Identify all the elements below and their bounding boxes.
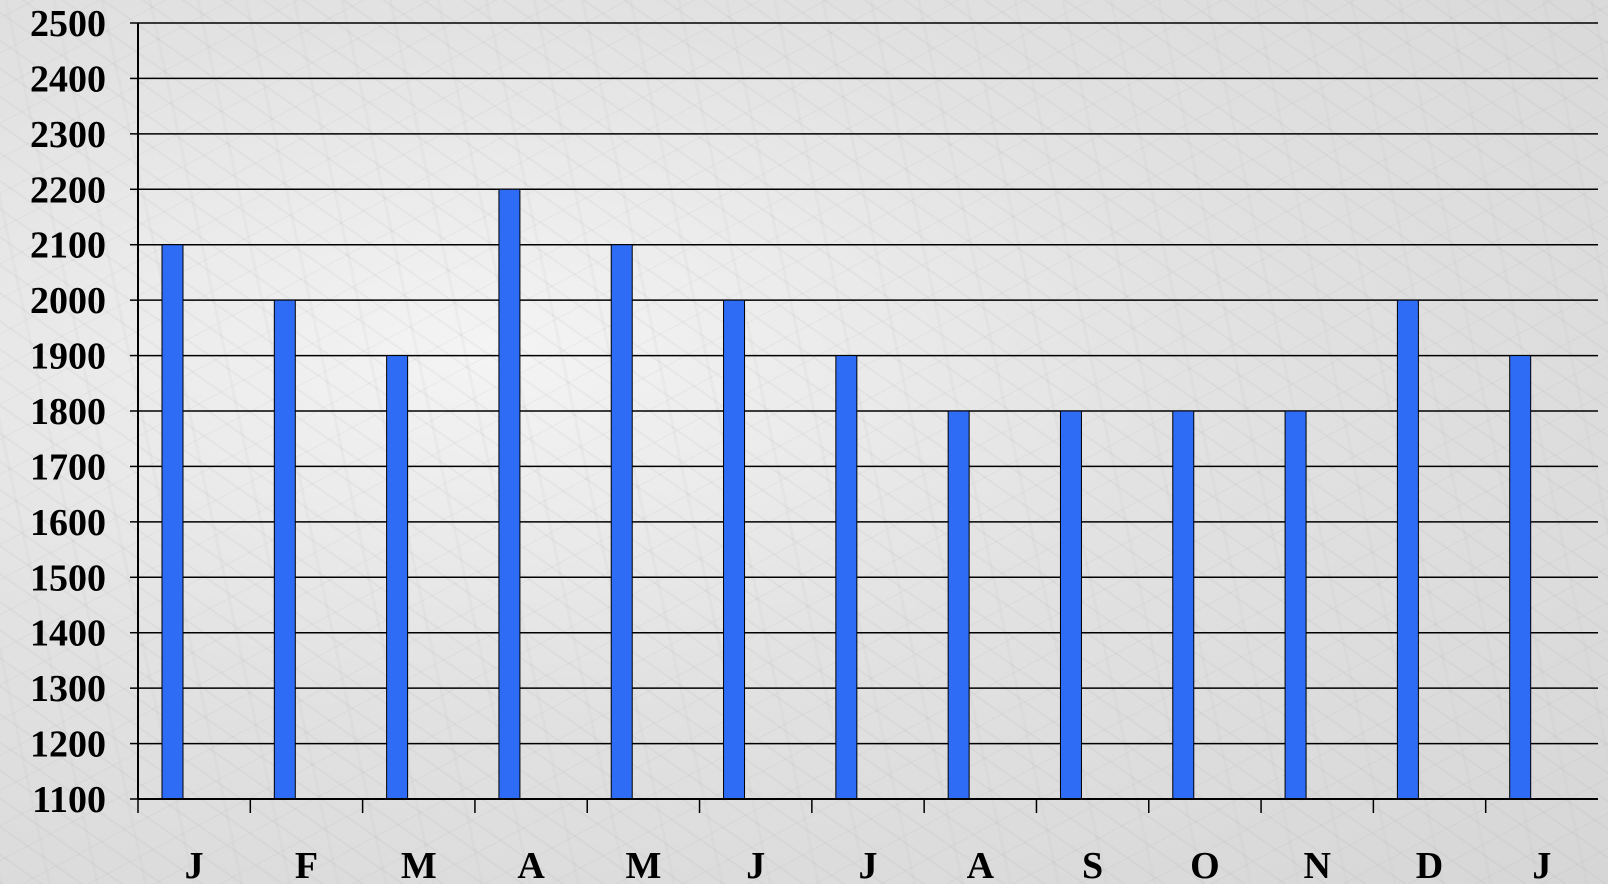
bar xyxy=(1059,410,1082,800)
x-tick-label: S xyxy=(1082,845,1103,884)
y-tick-label: 1700 xyxy=(30,446,106,488)
y-tick-label: 1300 xyxy=(30,668,106,710)
y-tick-label: 2400 xyxy=(30,58,106,100)
y-tick-label: 1900 xyxy=(30,336,106,378)
y-tick-label: 1500 xyxy=(30,557,106,599)
x-tick-label: A xyxy=(967,845,995,884)
bar xyxy=(835,355,858,800)
bar xyxy=(947,410,970,800)
bar xyxy=(1509,355,1532,800)
bar xyxy=(498,188,521,800)
bar xyxy=(386,355,409,800)
y-tick-label: 2100 xyxy=(30,225,106,267)
x-tick-label: M xyxy=(625,845,661,884)
y-tick-label: 1600 xyxy=(30,502,106,544)
axes xyxy=(130,22,1598,813)
x-tick-label: D xyxy=(1416,845,1443,884)
y-tick-label: 2300 xyxy=(30,114,106,156)
bar xyxy=(1172,410,1195,800)
x-tick-label: A xyxy=(517,845,545,884)
x-tick-label: J xyxy=(859,845,878,884)
y-tick-label: 1800 xyxy=(30,391,106,433)
bar xyxy=(273,299,296,800)
gridlines xyxy=(138,22,1598,800)
bars xyxy=(161,188,1532,800)
bar xyxy=(161,244,184,800)
y-tick-label: 2200 xyxy=(30,169,106,211)
x-tick-label: F xyxy=(295,845,318,884)
y-tick-label: 1100 xyxy=(32,779,106,821)
bar xyxy=(1284,410,1307,800)
x-tick-label: J xyxy=(746,845,765,884)
x-tick-label: N xyxy=(1304,845,1331,884)
y-tick-label: 2000 xyxy=(30,280,106,322)
x-tick-label: J xyxy=(1532,845,1551,884)
bar xyxy=(723,299,746,800)
bar xyxy=(610,244,633,800)
x-tick-label: M xyxy=(401,845,437,884)
x-tick-label: O xyxy=(1190,845,1220,884)
bar xyxy=(1396,299,1419,800)
x-tick-label: J xyxy=(185,845,204,884)
y-tick-label: 1400 xyxy=(30,613,106,655)
y-tick-labels: 1100 1200 1300 1400 1500 1600 1700 1800 1900 2000… xyxy=(30,3,106,821)
y-tick-label: 2500 xyxy=(30,3,106,45)
y-tick-label: 1200 xyxy=(30,724,106,766)
